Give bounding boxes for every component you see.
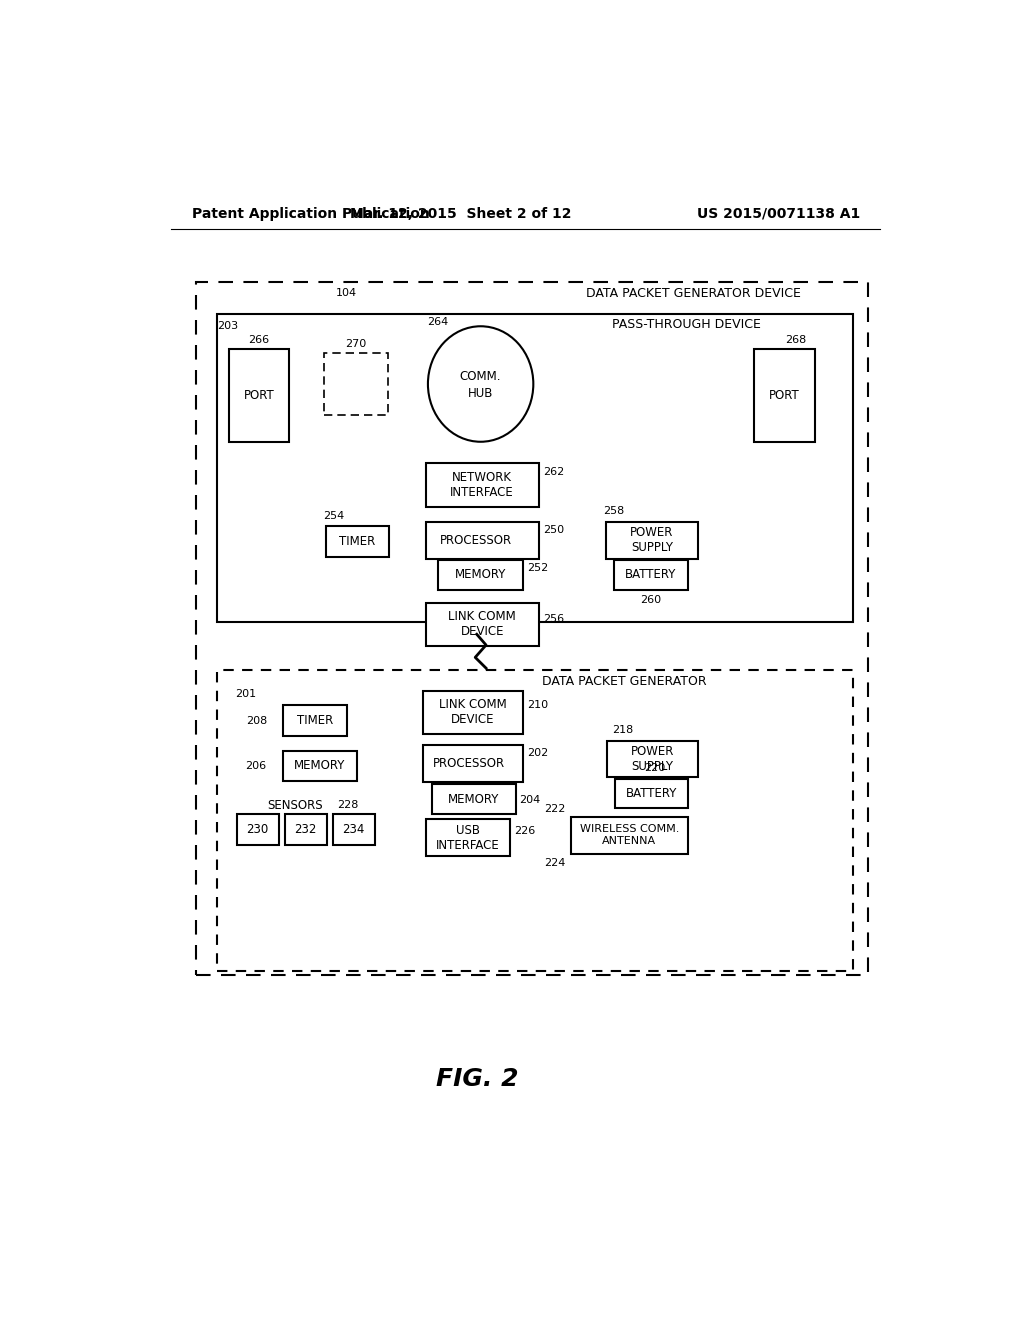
Ellipse shape xyxy=(428,326,534,442)
Text: POWER
SUPPLY: POWER SUPPLY xyxy=(631,744,675,774)
Text: 226: 226 xyxy=(514,825,536,836)
Text: WIRELESS COMM.
ANTENNA: WIRELESS COMM. ANTENNA xyxy=(580,825,679,846)
Text: PROCESSOR: PROCESSOR xyxy=(433,758,505,770)
Bar xyxy=(432,784,515,813)
Text: 222: 222 xyxy=(544,804,565,814)
Bar xyxy=(614,561,687,590)
Text: 256: 256 xyxy=(543,614,564,624)
Bar xyxy=(324,354,388,414)
Text: USB
INTERFACE: USB INTERFACE xyxy=(436,824,500,851)
Text: 104: 104 xyxy=(336,288,357,298)
Text: Mar. 12, 2015  Sheet 2 of 12: Mar. 12, 2015 Sheet 2 of 12 xyxy=(350,207,572,220)
Text: 250: 250 xyxy=(543,524,564,535)
Bar xyxy=(438,561,523,590)
Text: DATA PACKET GENERATOR DEVICE: DATA PACKET GENERATOR DEVICE xyxy=(587,288,801,301)
Text: 262: 262 xyxy=(543,467,564,477)
Text: 254: 254 xyxy=(323,511,344,520)
Text: LINK COMM
DEVICE: LINK COMM DEVICE xyxy=(439,698,507,726)
Bar xyxy=(217,671,853,970)
Bar xyxy=(237,814,280,845)
Text: 232: 232 xyxy=(294,824,316,837)
Text: 204: 204 xyxy=(519,795,541,805)
Bar xyxy=(283,751,356,780)
Text: COMM.: COMM. xyxy=(460,370,502,383)
Text: POWER
SUPPLY: POWER SUPPLY xyxy=(630,527,674,554)
Text: LINK COMM
DEVICE: LINK COMM DEVICE xyxy=(449,610,516,639)
Bar xyxy=(283,705,346,737)
Bar xyxy=(423,744,523,781)
Text: 266: 266 xyxy=(249,335,269,345)
Text: 210: 210 xyxy=(527,700,548,710)
Text: PORT: PORT xyxy=(769,389,800,403)
Bar xyxy=(285,814,328,845)
Bar xyxy=(326,527,389,557)
Bar xyxy=(426,462,539,507)
Bar xyxy=(228,350,289,442)
Text: BATTERY: BATTERY xyxy=(625,569,676,582)
Text: 234: 234 xyxy=(342,824,365,837)
Bar xyxy=(571,817,687,854)
Bar xyxy=(426,521,539,558)
Text: MEMORY: MEMORY xyxy=(447,792,500,805)
Bar xyxy=(423,692,523,734)
Text: 228: 228 xyxy=(337,800,358,810)
Text: PASS-THROUGH DEVICE: PASS-THROUGH DEVICE xyxy=(611,318,761,331)
Bar xyxy=(755,350,815,442)
Text: Patent Application Publication: Patent Application Publication xyxy=(191,207,429,220)
Text: DATA PACKET GENERATOR: DATA PACKET GENERATOR xyxy=(542,675,707,688)
Text: 252: 252 xyxy=(527,564,549,573)
Bar xyxy=(426,603,539,645)
Text: BATTERY: BATTERY xyxy=(626,787,677,800)
Text: 230: 230 xyxy=(247,824,268,837)
Text: PROCESSOR: PROCESSOR xyxy=(440,533,512,546)
Text: US 2015/0071138 A1: US 2015/0071138 A1 xyxy=(697,207,860,220)
Text: 264: 264 xyxy=(427,317,449,327)
Bar xyxy=(197,281,868,974)
Text: 203: 203 xyxy=(217,321,238,331)
Text: 268: 268 xyxy=(785,335,807,345)
Text: 201: 201 xyxy=(236,689,256,698)
Bar xyxy=(607,741,698,777)
Text: MEMORY: MEMORY xyxy=(294,759,345,772)
Text: 260: 260 xyxy=(640,595,660,606)
Text: 224: 224 xyxy=(544,858,565,869)
Text: 220: 220 xyxy=(644,763,666,774)
Text: 218: 218 xyxy=(611,725,633,735)
Text: HUB: HUB xyxy=(468,387,494,400)
Text: PORT: PORT xyxy=(244,389,274,403)
Text: SENSORS: SENSORS xyxy=(267,799,323,812)
Bar xyxy=(606,521,697,558)
Text: FIG. 2: FIG. 2 xyxy=(435,1067,518,1090)
Text: MEMORY: MEMORY xyxy=(455,569,506,582)
Bar xyxy=(614,779,688,808)
Text: TIMER: TIMER xyxy=(297,714,333,727)
Text: 208: 208 xyxy=(246,715,267,726)
Text: TIMER: TIMER xyxy=(339,536,376,548)
Text: 202: 202 xyxy=(527,748,549,758)
Text: 270: 270 xyxy=(345,339,367,348)
Bar xyxy=(217,314,853,622)
Bar xyxy=(426,818,510,857)
Bar xyxy=(333,814,375,845)
Text: 258: 258 xyxy=(603,506,625,516)
Text: 206: 206 xyxy=(245,760,266,771)
Text: NETWORK
INTERFACE: NETWORK INTERFACE xyxy=(451,471,514,499)
